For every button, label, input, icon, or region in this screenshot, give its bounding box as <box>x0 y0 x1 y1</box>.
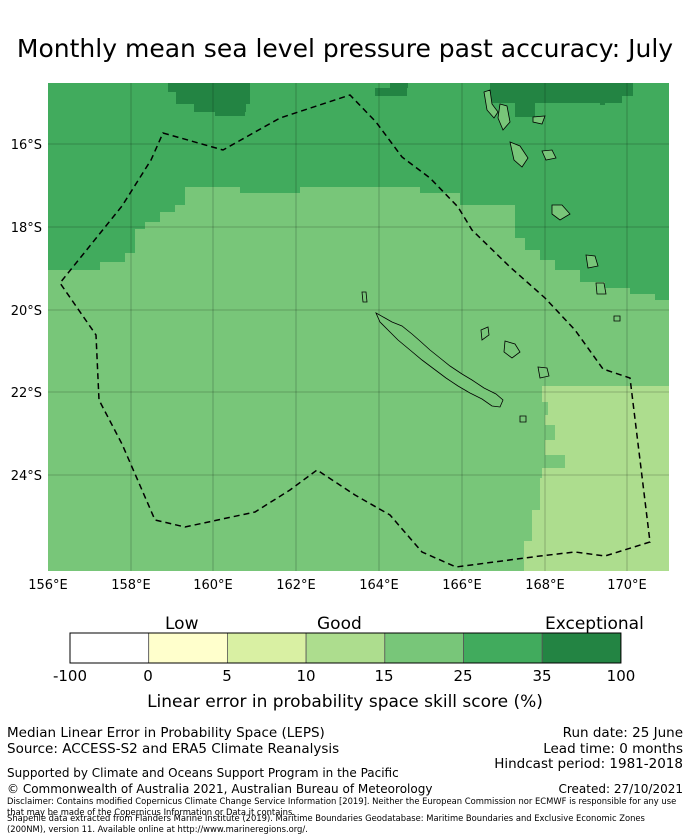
latitude-label: 20°S <box>11 304 42 319</box>
band-35-100-patches <box>168 83 633 117</box>
category-label-exceptional: Exceptional <box>545 614 644 634</box>
graticule <box>48 83 669 571</box>
colorbar-tick: 35 <box>532 667 552 685</box>
category-label-good: Good <box>317 614 362 634</box>
created-date: Created: 27/10/2021 <box>558 782 683 796</box>
eez-boundary <box>59 94 651 568</box>
latitude-label: 16°S <box>11 138 42 153</box>
longitude-label: 156°E <box>28 578 68 593</box>
latitude-label: 24°S <box>11 469 42 484</box>
colorbar-tick: -100 <box>52 667 88 685</box>
colorbar-tick: 100 <box>606 667 636 685</box>
colorbar-title: Linear error in probability space skill … <box>147 692 543 712</box>
colorbar-tick: 0 <box>143 667 153 685</box>
longitude-label: 160°E <box>193 578 233 593</box>
colorbar <box>69 632 622 664</box>
disclaimer-copernicus: Disclaimer: Contains modified Copernicus… <box>7 796 677 817</box>
longitude-labels: 156°E 158°E 160°E 162°E 164°E 166°E 168°E 170°E <box>28 578 647 593</box>
small-islets <box>361 291 527 423</box>
colorbar-tick: 10 <box>296 667 316 685</box>
longitude-label: 164°E <box>359 578 399 593</box>
hindcast-period: Hindcast period: 1981-2018 <box>494 756 683 772</box>
support-text: Supported by Climate and Oceans Support … <box>7 766 399 780</box>
source-text: Source: ACCESS-S2 and ERA5 Climate Reana… <box>7 741 340 757</box>
run-date: Run date: 25 June <box>562 725 683 741</box>
longitude-label: 166°E <box>442 578 482 593</box>
method-text: Median Linear Error in Probability Space… <box>7 725 325 741</box>
latitude-label: 22°S <box>11 386 42 401</box>
map-title: Monthly mean sea level pressure past acc… <box>16 34 674 63</box>
band-10-15-southeast <box>524 386 669 571</box>
disclaimer-shapefile: Shapefile data extracted from Flanders M… <box>7 813 645 834</box>
colorbar-tick: 25 <box>453 667 473 685</box>
colorbar-outline <box>69 632 622 664</box>
longitude-label: 170°E <box>607 578 647 593</box>
latitude-label: 18°S <box>11 221 42 236</box>
island-outlines <box>361 89 621 423</box>
colorbar-tick: 15 <box>374 667 394 685</box>
vanuatu-islands <box>483 89 621 322</box>
colorbar-segment <box>69 632 150 664</box>
longitude-label: 168°E <box>525 578 565 593</box>
colorbar-segment <box>226 632 307 664</box>
loyalty-islands <box>480 326 550 379</box>
copyright-text: © Commonwealth of Australia 2021, Austra… <box>7 782 433 796</box>
longitude-label: 158°E <box>111 578 151 593</box>
longitude-label: 162°E <box>276 578 316 593</box>
band-25-35-north <box>48 83 669 300</box>
new-caledonia <box>375 312 504 408</box>
category-label-low: Low <box>165 614 199 634</box>
lead-time: Lead time: 0 months <box>543 741 683 757</box>
latitude-labels: 16°S 18°S 20°S 22°S 24°S <box>11 138 42 484</box>
colorbar-tick: 5 <box>222 667 232 685</box>
colorbar-segment <box>463 632 543 664</box>
colorbar-segment <box>541 632 622 664</box>
colorbar-segment <box>148 632 228 664</box>
colorbar-segment <box>305 632 386 664</box>
colorbar-segment <box>384 632 464 664</box>
